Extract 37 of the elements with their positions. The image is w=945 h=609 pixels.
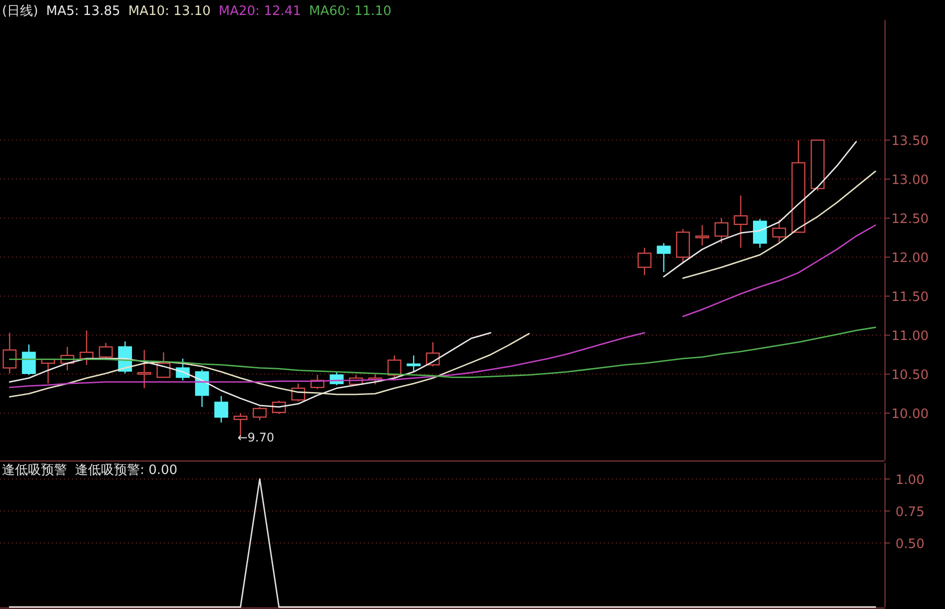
text: MA20: 12.41 (218, 4, 302, 19)
y-tick-label: 0.50 (896, 537, 924, 552)
candlestick (714, 218, 728, 244)
candlestick (80, 330, 94, 366)
candlestick (98, 342, 113, 361)
chart-title: 逢低吸预警 (2, 463, 67, 478)
candlestick (252, 406, 267, 421)
candlestick (22, 344, 36, 376)
y-tick-label: 11.00 (891, 329, 929, 344)
candlestick (772, 219, 786, 243)
candlestick (406, 354, 421, 372)
candlestick (752, 218, 767, 248)
candlestick (387, 354, 402, 378)
candlestick (656, 242, 671, 273)
y-tick-label: 12.00 (891, 251, 929, 266)
y-tick-label: 1.00 (896, 473, 924, 488)
y-tick-label: 13.50 (891, 134, 929, 150)
candlestick (137, 349, 152, 389)
y-tick-label: 0.75 (896, 505, 924, 520)
candlestick (195, 368, 209, 408)
candlestick (214, 395, 228, 424)
y-tick-label: 11.50 (891, 290, 929, 306)
annotation: ←9.70 (237, 430, 274, 445)
candlestick (2, 332, 17, 374)
y-tick-label: 13.00 (891, 173, 929, 188)
candlestick (156, 352, 170, 378)
chart-title: (日线) (2, 4, 38, 19)
text: MA10: 13.10 (128, 4, 211, 19)
text: MA5: 13.85 (46, 4, 120, 19)
y-tick-label: 10.00 (891, 407, 929, 422)
y-tick-label: 10.50 (891, 368, 929, 384)
candlestick (695, 224, 710, 246)
text: 逢低吸预警: 0.00 (75, 463, 178, 478)
text: MA60: 11.10 (309, 4, 392, 19)
candlestick (638, 247, 652, 276)
candlestick (734, 194, 748, 248)
y-tick-label: 12.50 (891, 212, 929, 228)
